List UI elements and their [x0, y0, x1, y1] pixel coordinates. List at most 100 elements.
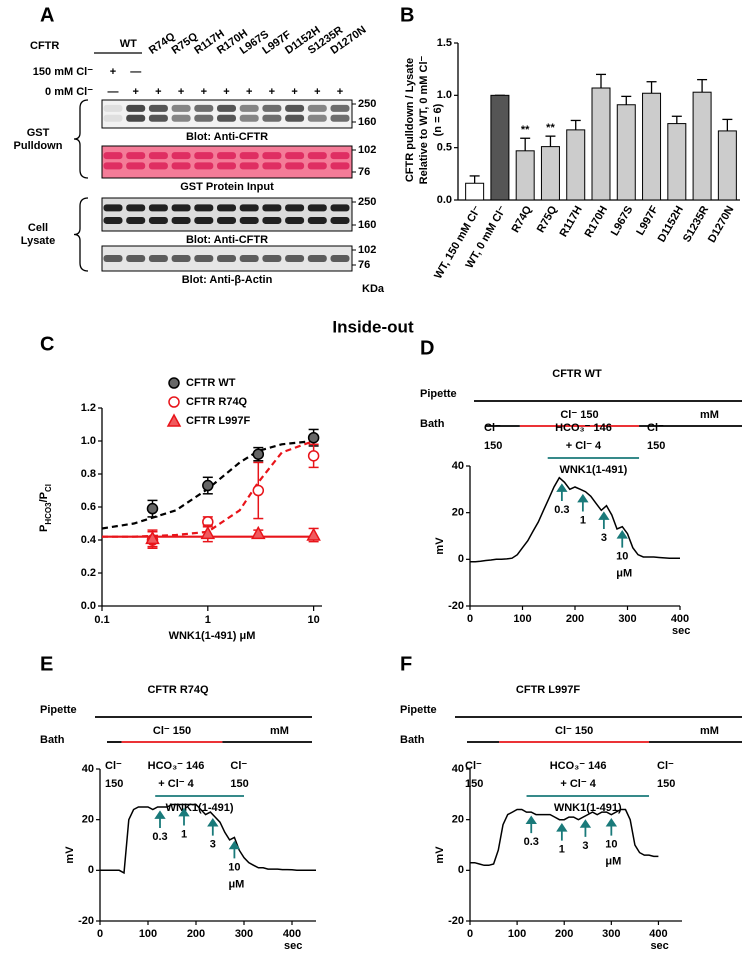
x-tick-label: 200	[555, 928, 573, 940]
solution-unit: mM	[700, 725, 719, 737]
dose-arrow	[598, 511, 610, 529]
dose-arrow	[556, 823, 568, 841]
pipette-label: Pipette	[40, 704, 77, 716]
dose-arrow	[178, 807, 190, 826]
blot-band	[285, 104, 305, 112]
dose-arrow	[579, 819, 592, 837]
dose-unit: μM	[616, 568, 632, 580]
size-marker: 160	[358, 116, 376, 128]
lane-sign: +	[223, 86, 229, 98]
blot	[101, 99, 353, 129]
x-tick-label: 0.1	[94, 614, 109, 626]
data-point	[251, 525, 266, 540]
x-tick-label: 200	[566, 613, 584, 625]
y-axis-label-part: Cl	[44, 484, 53, 492]
blot-band	[262, 114, 282, 122]
x-tick-label: 100	[139, 928, 157, 940]
blot-band	[171, 216, 191, 224]
blot-band	[148, 114, 168, 122]
y-tick-label: -20	[448, 915, 464, 927]
y-tick-label: 0	[458, 864, 464, 876]
dose-arrow	[577, 493, 589, 512]
y-axis-label-part: P	[38, 525, 50, 532]
dose-arrow	[154, 810, 166, 828]
dose-label: 0.3	[524, 836, 539, 848]
blot-band	[126, 104, 146, 112]
size-marker: 102	[358, 144, 376, 156]
bath-control: Cl⁻	[230, 760, 247, 772]
blot-band	[148, 162, 168, 170]
blot-band	[171, 114, 191, 122]
blot-band	[330, 216, 350, 224]
x-tick-label: 100	[513, 613, 531, 625]
bath-control: 150	[647, 440, 665, 452]
dose-label: 0.3	[152, 831, 167, 843]
solution-unit: mM	[270, 725, 289, 737]
bath-test: HCO₃⁻ 146	[148, 760, 205, 772]
blot-caption: Blot: Anti-CFTR	[186, 131, 268, 143]
blot-band	[217, 255, 236, 262]
solution-unit: mM	[700, 409, 719, 421]
x-tick-label: 0	[97, 928, 103, 940]
data-point	[202, 479, 214, 492]
blot-band	[330, 255, 350, 262]
dose-arrow	[525, 815, 537, 834]
pipette-solution: Cl⁻ 150	[560, 409, 598, 421]
dose-label: 1	[181, 828, 187, 840]
y-axis-label-part: HCO3	[44, 502, 53, 525]
blot-band	[171, 255, 191, 262]
x-tick-label: 1	[205, 614, 211, 626]
bar	[591, 87, 611, 201]
blot-band	[148, 152, 168, 160]
blot-band	[126, 162, 146, 170]
blot-band	[285, 255, 305, 262]
y-tick-label: -20	[78, 915, 94, 927]
blot-band	[126, 255, 146, 262]
y-axis-label-part: /P	[38, 492, 50, 502]
blot-band	[285, 204, 305, 212]
blot-band	[194, 216, 214, 224]
blot-band	[171, 152, 191, 160]
x-tick-label: 300	[618, 613, 636, 625]
x-tick-label: L997F	[634, 204, 660, 238]
lane-sign: +	[132, 86, 138, 98]
trace	[100, 803, 316, 875]
lane-sign: +	[155, 86, 161, 98]
fit-line	[101, 439, 314, 530]
blot-band	[103, 255, 123, 262]
group-label: Cell	[28, 222, 48, 234]
x-axis-label: sec	[672, 625, 690, 637]
blot-band	[307, 255, 327, 262]
dose-label: 3	[582, 840, 588, 852]
bath-label: Bath	[40, 734, 65, 746]
blot-band	[307, 104, 327, 112]
lane-sign: +	[246, 86, 252, 98]
blot-caption: Blot: Anti-CFTR	[186, 234, 268, 246]
lane-sign: +	[178, 86, 184, 98]
drug-label: WNK1(1-491)	[559, 464, 627, 476]
bath-control: Cl⁻	[657, 760, 674, 772]
x-tick-label: 200	[187, 928, 205, 940]
legend-label: CFTR WT	[186, 377, 236, 389]
y-tick-label: 40	[82, 763, 94, 775]
dose-unit: μM	[605, 856, 621, 868]
x-tick-label: R170H	[583, 204, 611, 240]
x-tick-label: 10	[307, 614, 319, 626]
blot-band	[126, 152, 146, 160]
data-point	[307, 450, 320, 462]
y-tick-label: 0	[458, 553, 464, 565]
row-label: 150 mM Cl⁻	[33, 66, 93, 78]
bath-control: Cl⁻	[484, 422, 501, 434]
bath-test: + Cl⁻ 4	[566, 440, 602, 452]
blot-band	[307, 216, 327, 224]
y-tick-label: 40	[452, 763, 464, 775]
fit-line	[102, 439, 314, 538]
y-axis-label: (n = 6)	[432, 103, 444, 136]
data-point	[200, 525, 216, 540]
blot-band	[307, 162, 327, 170]
blot-band	[330, 152, 350, 160]
bath-test: HCO₃⁻ 146	[550, 760, 607, 772]
y-tick-label: 0.0	[437, 194, 452, 206]
blot-band	[307, 114, 327, 122]
